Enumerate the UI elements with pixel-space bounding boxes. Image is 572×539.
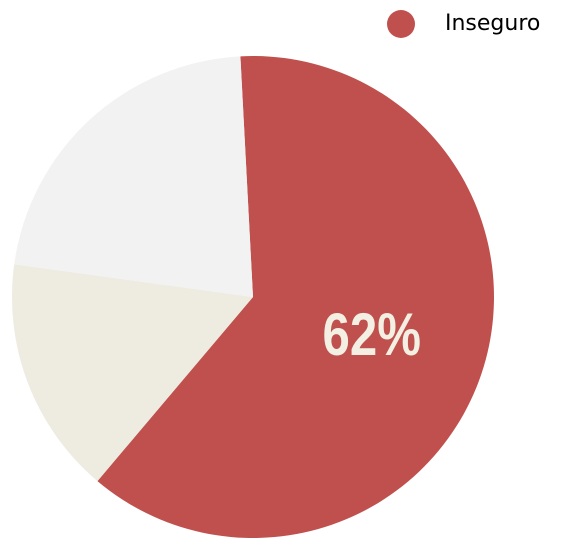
pie-slice (11, 264, 253, 482)
pie-slice (97, 56, 494, 538)
data-label: 62% (323, 300, 421, 368)
legend-marker (387, 10, 415, 38)
pie-slice (14, 56, 254, 298)
legend: Inseguro (387, 10, 540, 38)
pie (11, 56, 494, 538)
legend-label: Inseguro (445, 11, 540, 36)
data-labels: 62% (323, 300, 421, 368)
